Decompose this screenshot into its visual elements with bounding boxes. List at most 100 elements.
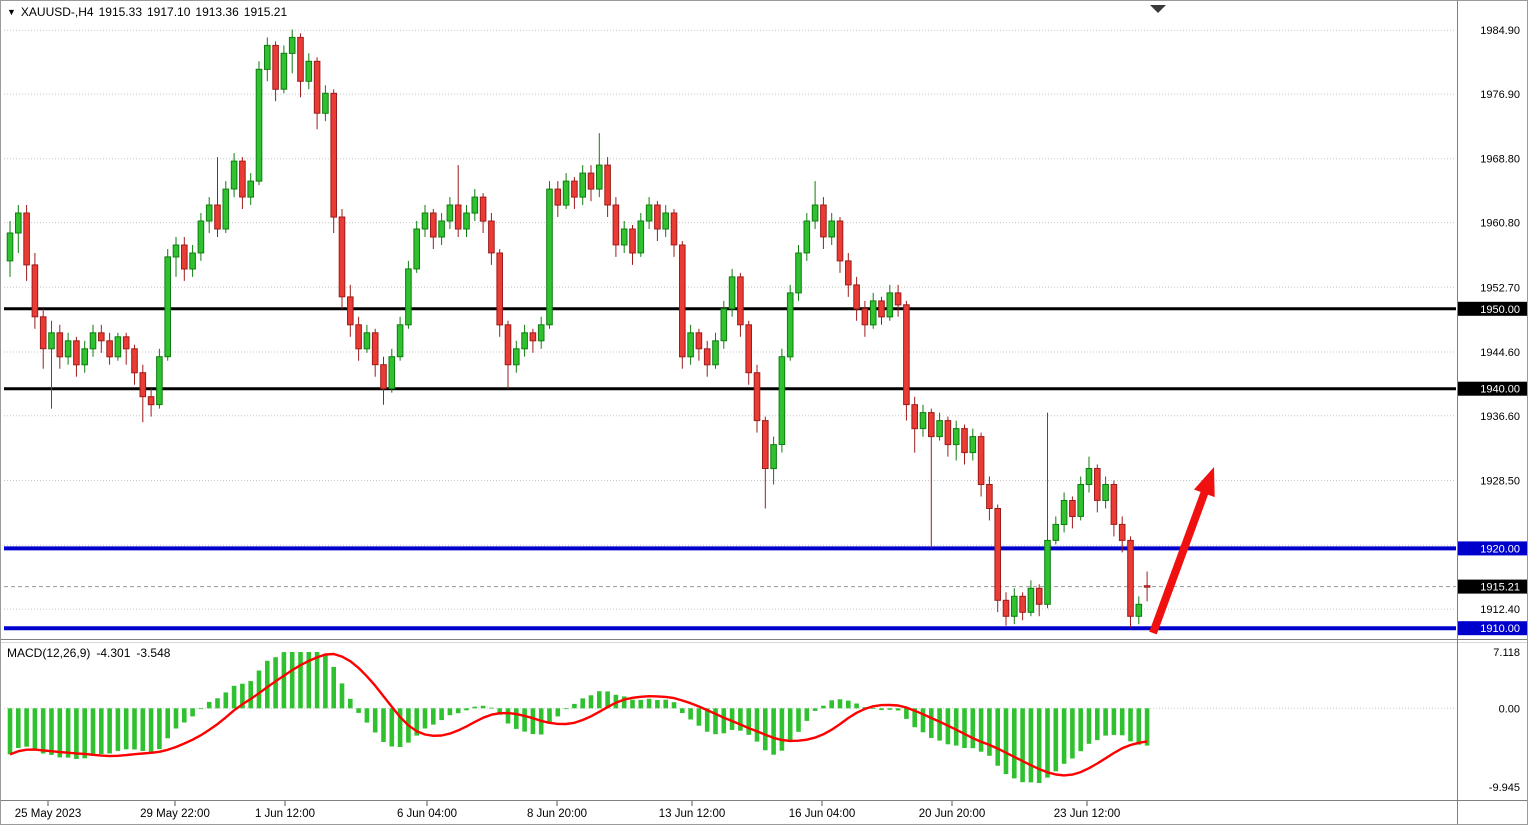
candle-body bbox=[446, 204, 454, 222]
candle-body bbox=[471, 196, 479, 214]
time-axis-label[interactable]: 20 Jun 20:00 bbox=[919, 808, 986, 820]
candle-body bbox=[272, 44, 279, 90]
macd-histogram-bar bbox=[372, 708, 378, 733]
symbol-dropdown-icon[interactable]: ▼ bbox=[7, 7, 16, 17]
candle-body bbox=[139, 372, 147, 398]
price-badge-label: 1940.00 bbox=[1480, 384, 1520, 396]
candle-body bbox=[662, 212, 670, 230]
candle-body bbox=[762, 420, 769, 470]
price-badge bbox=[1458, 381, 1527, 396]
price-axis-label: 1976.90 bbox=[1480, 89, 1520, 101]
time-axis-label[interactable]: 6 Jun 04:00 bbox=[397, 808, 457, 820]
candle-body bbox=[587, 172, 595, 190]
macd-histogram-bar bbox=[555, 708, 561, 717]
macd-histogram-bar bbox=[389, 708, 395, 747]
candle-body bbox=[596, 164, 603, 190]
macd-histogram-bar bbox=[157, 708, 162, 750]
macd-histogram-bar bbox=[497, 708, 502, 715]
candle-body bbox=[803, 220, 811, 254]
macd-histogram-bar bbox=[671, 702, 677, 709]
macd-histogram-bar bbox=[256, 670, 262, 709]
macd-histogram-bar bbox=[796, 708, 801, 732]
macd-histogram-bar bbox=[298, 652, 303, 709]
candle-body bbox=[488, 220, 495, 254]
candle-body bbox=[214, 204, 221, 230]
candle-body bbox=[919, 412, 927, 430]
time-axis-label[interactable]: 29 May 22:00 bbox=[140, 808, 210, 820]
price-badge bbox=[1458, 579, 1527, 594]
chart-shift-icon[interactable] bbox=[1150, 5, 1166, 13]
candle-body bbox=[197, 220, 205, 254]
candle-body bbox=[620, 228, 628, 246]
time-axis-label[interactable]: 16 Jun 04:00 bbox=[789, 808, 856, 820]
macd-histogram-bar bbox=[655, 700, 660, 709]
time-axis-label[interactable]: 8 Jun 20:00 bbox=[527, 808, 587, 820]
macd-histogram-bar bbox=[49, 708, 54, 755]
trend-arrow[interactable] bbox=[1149, 488, 1210, 635]
candle-body bbox=[911, 404, 919, 430]
candle-body bbox=[479, 196, 487, 222]
candle-body bbox=[131, 348, 138, 374]
macd-histogram-bar bbox=[721, 708, 727, 734]
candle-body bbox=[463, 212, 470, 230]
macd-histogram-bar bbox=[704, 708, 710, 732]
symbol-period-label: XAUUSD-,H4 bbox=[20, 5, 94, 19]
candle-body bbox=[861, 308, 869, 326]
price-axis-label: 1952.70 bbox=[1480, 282, 1520, 294]
macd-histogram-bar bbox=[995, 708, 1000, 766]
macd-histogram-bar bbox=[273, 657, 278, 709]
candle-body bbox=[670, 212, 678, 246]
candle-body bbox=[147, 396, 155, 406]
macd-histogram-bar bbox=[1095, 708, 1100, 741]
macd-histogram-bar bbox=[182, 708, 187, 723]
candle-body bbox=[1002, 599, 1010, 617]
candle-body bbox=[612, 204, 620, 246]
macd-histogram-bar bbox=[663, 699, 668, 709]
macd-histogram-bar bbox=[1012, 708, 1017, 779]
candle-body bbox=[579, 172, 587, 198]
time-axis-label[interactable]: 23 Jun 12:00 bbox=[1054, 808, 1121, 820]
macd-histogram-bar bbox=[895, 708, 901, 711]
candle-body bbox=[554, 188, 562, 206]
macd-signal-value: -3.548 bbox=[136, 646, 171, 660]
macd-histogram-bar bbox=[240, 683, 245, 709]
macd-histogram-bar bbox=[771, 708, 776, 755]
time-axis-label[interactable]: 1 Jun 12:00 bbox=[255, 808, 315, 820]
candle-body bbox=[421, 212, 429, 230]
macd-histogram-bar bbox=[16, 708, 21, 748]
macd-histogram-bar bbox=[621, 696, 627, 709]
candle-body bbox=[413, 228, 420, 270]
macd-histogram-bar bbox=[1070, 708, 1075, 759]
candle-body bbox=[1118, 523, 1126, 541]
candle-body bbox=[338, 216, 346, 298]
macd-histogram-bar bbox=[356, 708, 361, 713]
macd-histogram-bar bbox=[489, 707, 494, 709]
indicator-axis-label: -9.945 bbox=[1489, 782, 1520, 794]
candle-body bbox=[745, 324, 753, 374]
macd-histogram-bar bbox=[746, 708, 751, 735]
trend-arrow-head[interactable] bbox=[1194, 467, 1215, 498]
macd-histogram-bar bbox=[314, 652, 320, 709]
candle-body bbox=[172, 244, 180, 258]
time-axis-label[interactable]: 25 May 2023 bbox=[15, 808, 82, 820]
macd-histogram-bar bbox=[1028, 708, 1034, 783]
macd-histogram-bar bbox=[1061, 708, 1067, 764]
time-axis-label[interactable]: 13 Jun 12:00 bbox=[659, 808, 726, 820]
candle-body bbox=[322, 92, 329, 114]
candle-body bbox=[230, 160, 238, 190]
candle-body bbox=[371, 332, 379, 366]
price-axis-label: 1960.80 bbox=[1480, 218, 1520, 230]
candle-body bbox=[305, 60, 313, 82]
price-badge bbox=[1458, 301, 1527, 316]
macd-histogram-bar bbox=[140, 708, 146, 751]
candle-body bbox=[1135, 603, 1143, 617]
macd-histogram-bar bbox=[514, 708, 519, 729]
high-value: 1917.10 bbox=[147, 5, 191, 19]
candle-body bbox=[679, 244, 686, 358]
candle-body bbox=[89, 332, 97, 350]
low-value: 1913.36 bbox=[195, 5, 239, 19]
candle-body bbox=[1011, 595, 1018, 617]
macd-histogram-bar bbox=[754, 708, 760, 742]
